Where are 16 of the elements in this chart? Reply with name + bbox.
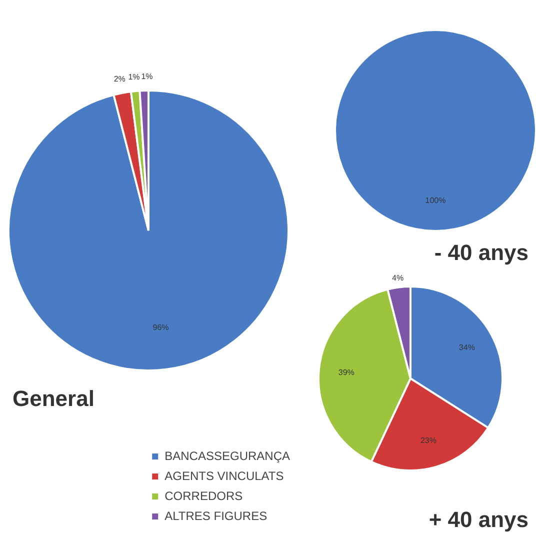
data-label: 4% (392, 274, 404, 283)
legend-label: ALTRES FIGURES (164, 509, 268, 523)
data-label: 2% (114, 74, 126, 84)
data-label: 34% (458, 342, 475, 352)
data-label: 96% (152, 323, 169, 332)
legend-label: CORREDORS (164, 489, 243, 503)
data-label: 39% (338, 368, 354, 377)
legend-label: AGENTS VINCULATS (164, 469, 284, 483)
text: + 40 anys (428, 507, 528, 532)
data-label: 23% (420, 436, 436, 445)
text: General (12, 386, 94, 411)
legend-label: BANCASSEGURANÇA (164, 449, 290, 463)
data-label: 1% (128, 72, 140, 82)
data-label: 1% (141, 72, 153, 82)
data-label: 100% (425, 196, 446, 205)
text: - 40 anys (434, 240, 529, 265)
